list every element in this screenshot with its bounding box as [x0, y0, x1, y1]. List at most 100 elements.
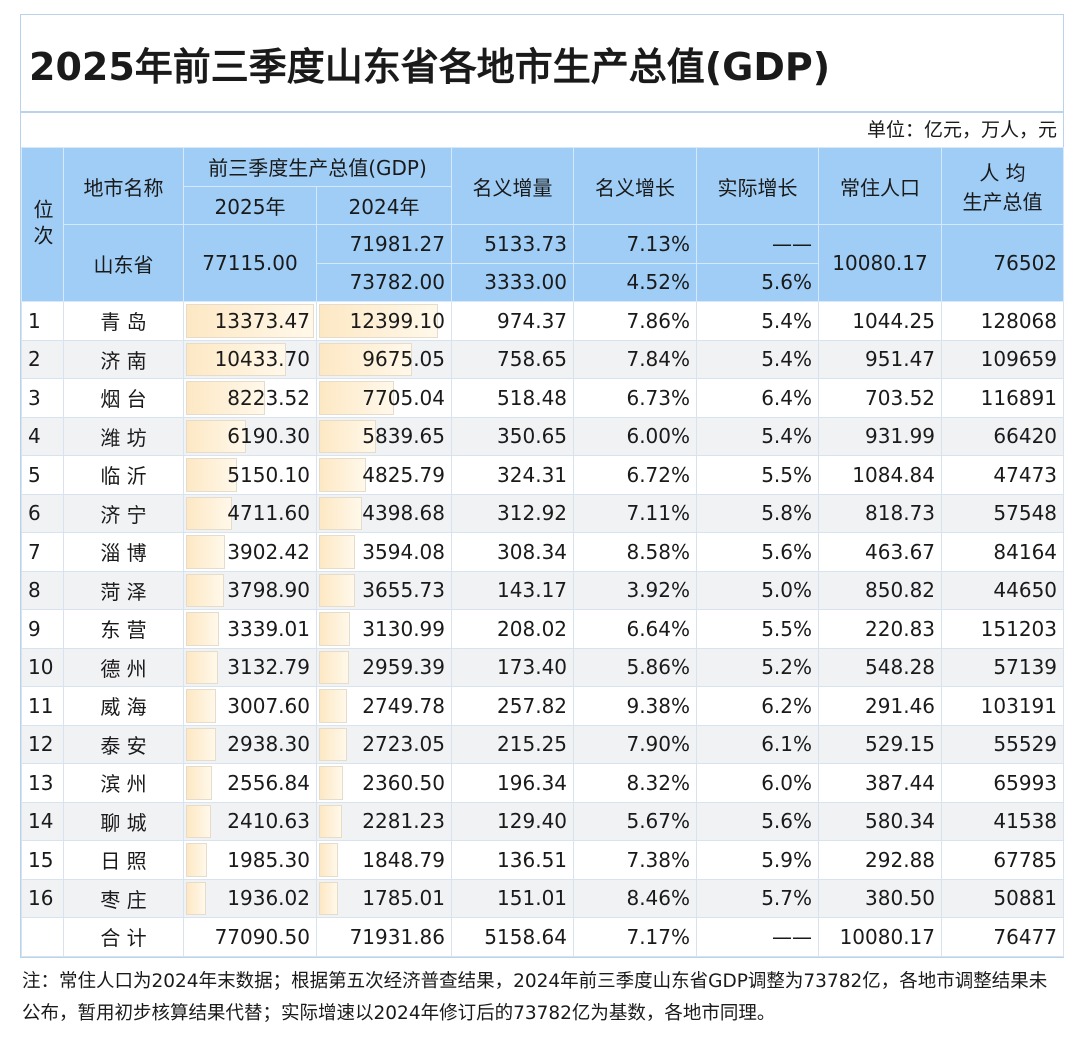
real-growth-cell: 5.4%	[696, 416, 820, 456]
population-cell: 850.82	[818, 570, 943, 610]
per-capita-cell: 103191	[941, 686, 1065, 726]
rank-cell: 8	[21, 570, 64, 610]
value-bar	[319, 766, 344, 800]
increase-cell: 758.65	[451, 339, 575, 379]
gdp2025-cell: 6190.30	[183, 416, 317, 456]
rank-cell: 6	[21, 493, 64, 533]
city-cell: 滨 州	[63, 763, 184, 803]
total-increase: 5158.64	[451, 917, 575, 957]
nominal-growth-cell: 6.64%	[573, 609, 698, 649]
total-nominal-growth: 7.17%	[573, 917, 698, 957]
gdp2025-cell: 2938.30	[183, 724, 317, 764]
table-row: 12 泰 安 2938.30 2723.05 215.25 7.90% 6.1% 529.15…	[21, 724, 1065, 764]
value-bar	[186, 650, 218, 684]
increase-cell: 215.25	[451, 724, 575, 764]
table-row: 10 德 州 3132.79 2959.39 173.40 5.86% 5.2% 548.28…	[21, 647, 1065, 687]
rank-cell: 10	[21, 647, 64, 687]
footnote: 注：常住人口为2024年末数据；根据第五次经济普查结果，2024年前三季度山东省…	[22, 971, 1048, 1024]
increase-cell: 518.48	[451, 378, 575, 418]
gdp2024-cell: 1848.79	[315, 840, 453, 880]
gdp-table: 位次 地市名称 前三季度生产总值(GDP) 名义增量 名义增长 实际增长 常住人…	[21, 147, 1065, 957]
per-capita-cell: 55529	[941, 724, 1065, 764]
gdp2025-cell: 10433.70	[183, 339, 317, 379]
rank-cell: 15	[21, 840, 64, 880]
gdp2025-cell: 4711.60	[183, 493, 317, 533]
header-population: 常住人口	[818, 147, 943, 225]
per-capita-cell: 44650	[941, 570, 1065, 610]
nominal-growth-cell: 7.11%	[573, 493, 698, 533]
gdp2025-cell: 3007.60	[183, 686, 317, 726]
real-growth-cell: 6.0%	[696, 763, 820, 803]
rank-cell: 7	[21, 532, 64, 572]
rank-cell: 3	[21, 378, 64, 418]
real-growth-cell: 5.5%	[696, 455, 820, 495]
total-row: 合 计 77090.50 71931.86 5158.64 7.17% —— 1…	[21, 917, 1065, 957]
gdp2024-cell: 4398.68	[315, 493, 453, 533]
increase-cell: 324.31	[451, 455, 575, 495]
nominal-growth-cell: 7.90%	[573, 724, 698, 764]
total-real-growth: ——	[696, 917, 820, 957]
gdp2024-cell: 2723.05	[315, 724, 453, 764]
city-cell: 济 宁	[63, 493, 184, 533]
total-population: 10080.17	[818, 917, 943, 957]
table-row: 14 聊 城 2410.63 2281.23 129.40 5.67% 5.6% 580.34…	[21, 801, 1065, 841]
gdp2025-cell: 1936.02	[183, 878, 317, 918]
gdp2025-cell: 2410.63	[183, 801, 317, 841]
value-bar	[186, 766, 213, 800]
city-cell: 青 岛	[63, 301, 184, 341]
gdp2025-cell: 1985.30	[183, 840, 317, 880]
nominal-growth-cell: 5.86%	[573, 647, 698, 687]
city-cell: 德 州	[63, 647, 184, 687]
nominal-growth-cell: 6.73%	[573, 378, 698, 418]
gdp-table-document: 2025年前三季度山东省各地市生产总值(GDP) 单位：亿元，万人，元 位次 地…	[20, 14, 1065, 958]
gdp2024-cell: 2360.50	[315, 763, 453, 803]
gdp2025-cell: 3339.01	[183, 609, 317, 649]
value-bar	[319, 843, 339, 877]
gdp2024-cell: 2281.23	[315, 801, 453, 841]
population-cell: 380.50	[818, 878, 943, 918]
province-gdp2024-a: 71981.27	[315, 224, 453, 264]
value-bar	[319, 419, 377, 453]
real-growth-cell: 5.6%	[696, 532, 820, 572]
gdp2025-cell: 8223.52	[183, 378, 317, 418]
population-cell: 931.99	[818, 416, 943, 456]
header-city: 地市名称	[63, 147, 184, 225]
gdp2025-cell: 3902.42	[183, 532, 317, 572]
nominal-growth-cell: 7.84%	[573, 339, 698, 379]
increase-cell: 208.02	[451, 609, 575, 649]
value-bar	[186, 573, 224, 607]
population-cell: 220.83	[818, 609, 943, 649]
gdp2024-cell: 1785.01	[315, 878, 453, 918]
real-growth-cell: 5.9%	[696, 840, 820, 880]
total-per-capita: 76477	[941, 917, 1065, 957]
increase-cell: 136.51	[451, 840, 575, 880]
population-cell: 703.52	[818, 378, 943, 418]
population-cell: 292.88	[818, 840, 943, 880]
value-bar	[319, 727, 347, 761]
table-header: 位次 地市名称 前三季度生产总值(GDP) 名义增量 名义增长 实际增长 常住人…	[21, 147, 1065, 302]
page-title: 2025年前三季度山东省各地市生产总值(GDP)	[21, 15, 1063, 113]
value-bar	[319, 573, 356, 607]
nominal-growth-cell: 8.58%	[573, 532, 698, 572]
value-bar	[319, 689, 347, 723]
rank-cell: 2	[21, 339, 64, 379]
city-cell: 东 营	[63, 609, 184, 649]
gdp2024-cell: 7705.04	[315, 378, 453, 418]
gdp2024-cell: 4825.79	[315, 455, 453, 495]
gdp2024-cell: 9675.05	[315, 339, 453, 379]
value-bar	[319, 650, 349, 684]
province-per-capita: 76502	[941, 224, 1065, 302]
table-row: 15 日 照 1985.30 1848.79 136.51 7.38% 5.9% 292.88…	[21, 840, 1065, 880]
increase-cell: 308.34	[451, 532, 575, 572]
population-cell: 1084.84	[818, 455, 943, 495]
value-bar	[186, 419, 247, 453]
per-capita-cell: 41538	[941, 801, 1065, 841]
gdp2024-cell: 3130.99	[315, 609, 453, 649]
increase-cell: 974.37	[451, 301, 575, 341]
rank-cell: 5	[21, 455, 64, 495]
population-cell: 1044.25	[818, 301, 943, 341]
